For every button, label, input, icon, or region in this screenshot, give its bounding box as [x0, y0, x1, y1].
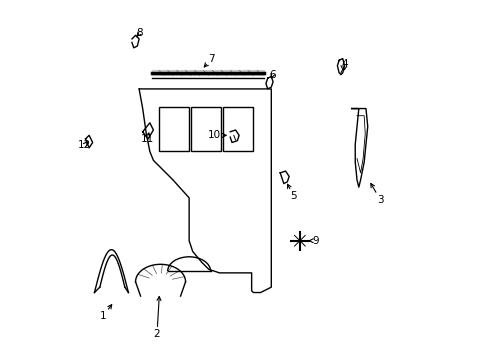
Text: 9: 9 [308, 236, 318, 246]
Text: 3: 3 [370, 184, 383, 204]
Text: 11: 11 [141, 133, 154, 144]
Text: 1: 1 [100, 305, 111, 321]
Text: 7: 7 [204, 54, 215, 67]
Text: 6: 6 [268, 70, 275, 80]
Text: 12: 12 [78, 140, 91, 150]
Text: 5: 5 [287, 184, 297, 201]
Text: 4: 4 [341, 59, 348, 70]
Text: 8: 8 [136, 28, 143, 38]
Text: 2: 2 [153, 297, 161, 339]
Text: 10: 10 [207, 130, 226, 140]
